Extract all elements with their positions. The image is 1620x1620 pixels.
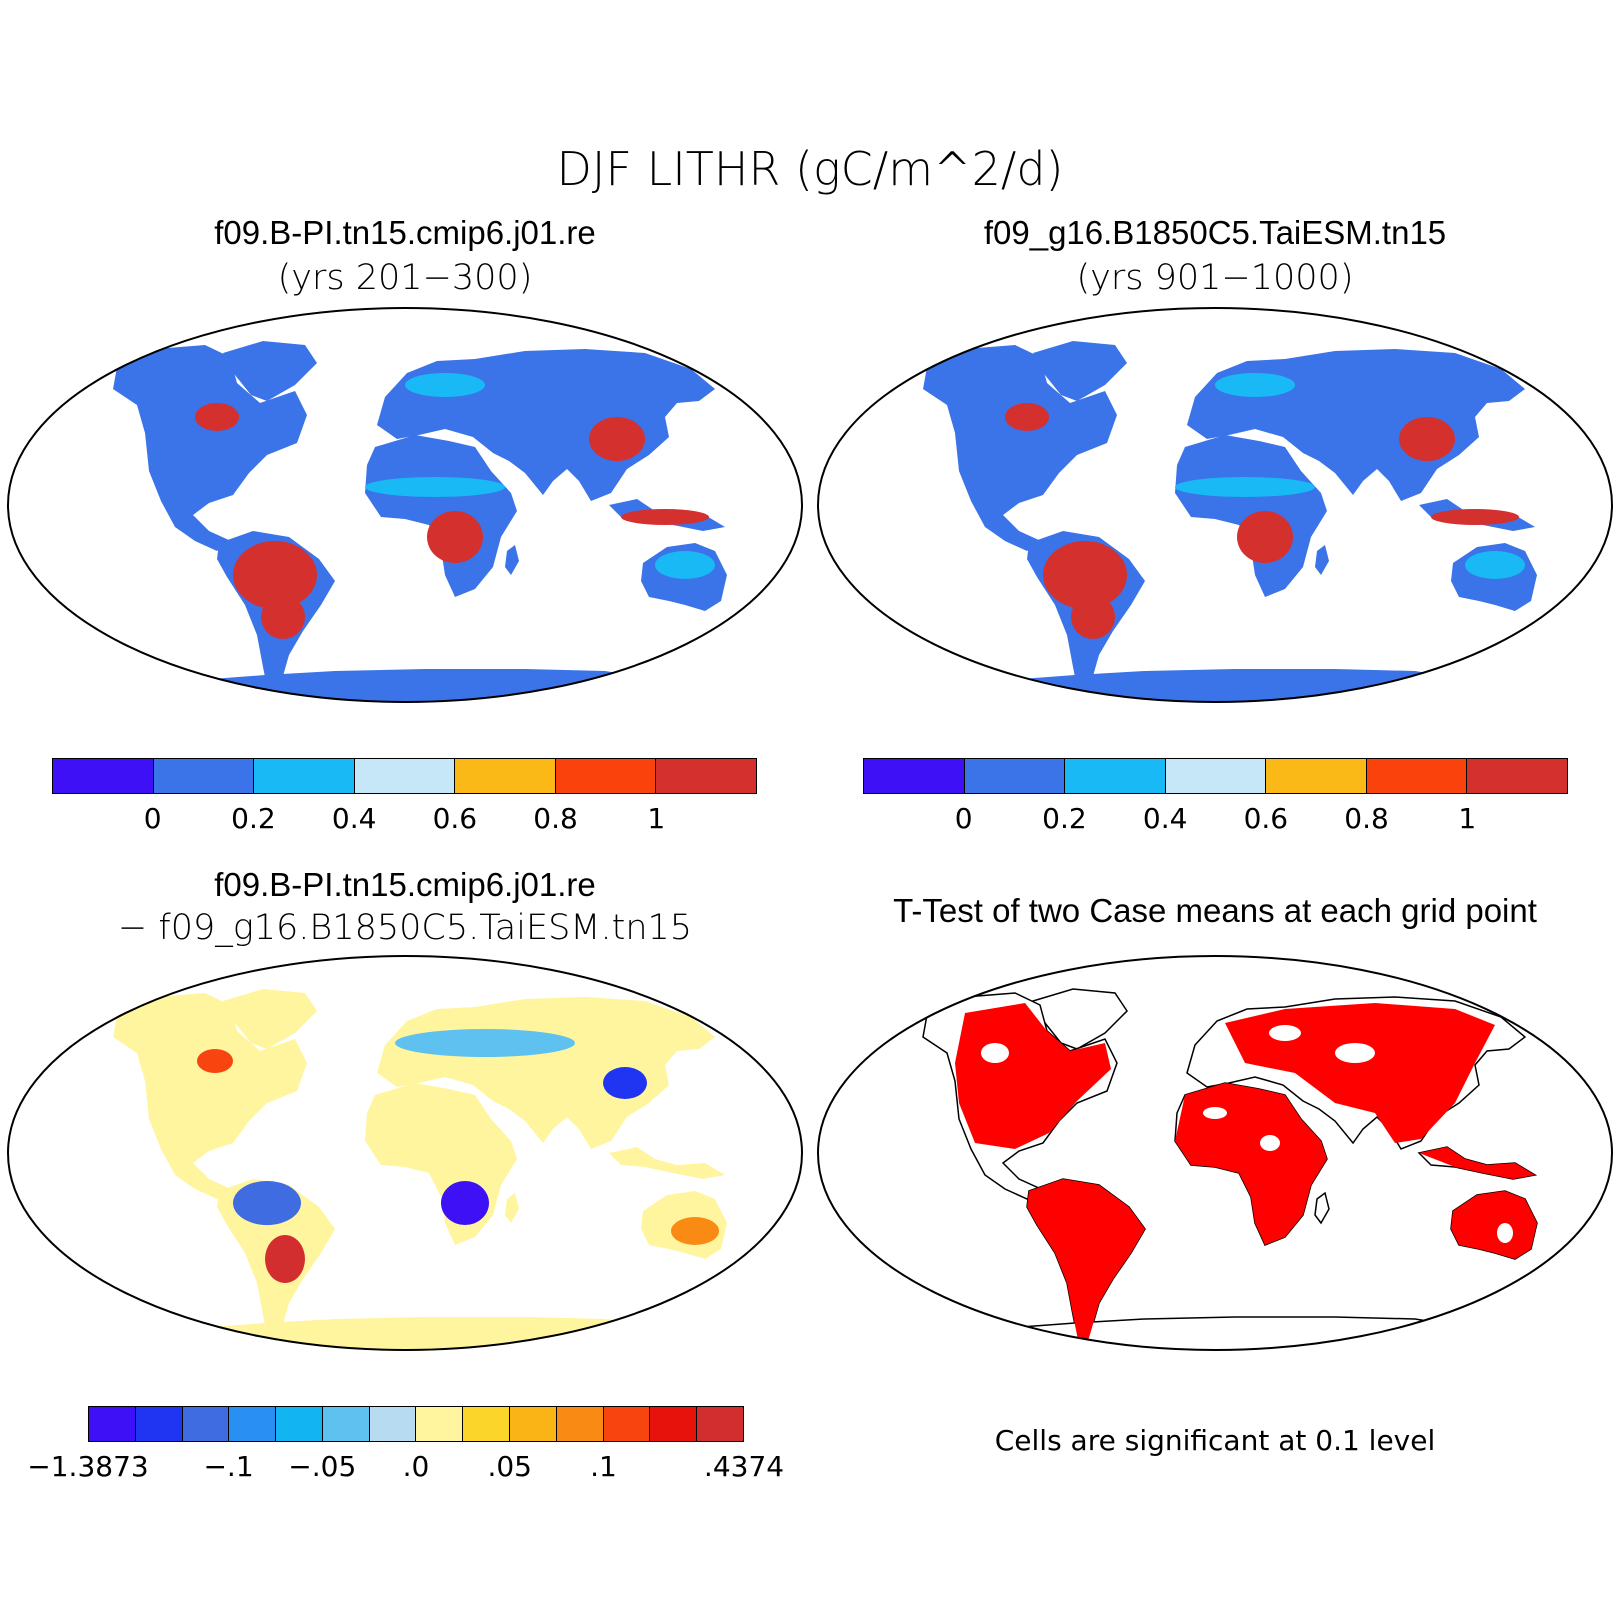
diff-subtitle: − f09_g16.B1850C5.TaiESM.tn15 (117, 908, 693, 948)
colorbar-swatch (53, 759, 154, 793)
colorbar-swatch (1467, 759, 1568, 793)
colorbar-case1 (52, 758, 757, 794)
colorbar-swatch (254, 759, 355, 793)
colorbar-tick-label: .1 (590, 1450, 617, 1483)
colorbar-swatch (89, 1407, 136, 1441)
colorbar-case2 (863, 758, 1568, 794)
colorbar-swatch (964, 759, 1066, 793)
colorbar-tick-label: 0.8 (533, 802, 578, 835)
colorbar-swatch (455, 759, 556, 793)
insignificant-gaps (981, 1025, 1513, 1243)
colorbar-tick-label: −.05 (288, 1450, 357, 1483)
ttest-note: Cells are significant at 0.1 level (994, 1424, 1436, 1457)
colorbar-swatch (182, 1407, 230, 1441)
colorbar-tick-label: 1 (1458, 802, 1477, 835)
colorbar-swatch (369, 1407, 417, 1441)
case2-hotspots (1005, 373, 1525, 639)
colorbar-tick-label: 0.4 (1142, 802, 1188, 835)
colorbar-swatch (510, 1407, 557, 1441)
colorbar-swatch (556, 1407, 604, 1441)
case2-map (817, 307, 1613, 703)
ttest-map (817, 955, 1613, 1351)
colorbar-swatch (697, 1407, 743, 1441)
colorbar-tick-label: 0.4 (331, 802, 377, 835)
colorbar-swatch (603, 1407, 651, 1441)
case2-title: f09_g16.B1850C5.TaiESM.tn15 (983, 214, 1447, 251)
colorbar-swatch (354, 759, 456, 793)
colorbar-swatch (135, 1407, 183, 1441)
colorbar-tick-label: 1 (647, 802, 666, 835)
ttest-title: T-Test of two Case means at each grid po… (893, 892, 1537, 929)
colorbar-tick-label: 0 (143, 802, 162, 835)
colorbar-swatch (1065, 759, 1166, 793)
colorbar-tick-label: −.1 (203, 1450, 254, 1483)
colorbar-swatch (656, 759, 757, 793)
colorbar-swatch (555, 759, 657, 793)
colorbar-tick-label: 0.8 (1344, 802, 1389, 835)
case1-hotspots (195, 373, 715, 639)
colorbar-tick-label: 0.2 (1042, 802, 1087, 835)
colorbar-tick-label: 0.6 (1243, 802, 1289, 835)
colorbar-tick-label: .4374 (703, 1450, 785, 1483)
colorbar-tick-label: .0 (402, 1450, 430, 1483)
colorbar-tick-label: 0.6 (432, 802, 478, 835)
colorbar-swatch (416, 1407, 464, 1441)
colorbar-tick-label: .05 (487, 1450, 532, 1483)
colorbar-diff (88, 1406, 744, 1442)
colorbar-swatch (153, 759, 255, 793)
colorbar-swatch (229, 1407, 277, 1441)
case1-title: f09.B-PI.tn15.cmip6.j01.re (214, 214, 596, 251)
case1-subtitle: (yrs 201−300) (277, 258, 533, 298)
colorbar-tick-label: −1.3873 (27, 1450, 149, 1483)
colorbar-swatch (1366, 759, 1468, 793)
colorbar-swatch (864, 759, 965, 793)
colorbar-swatch (276, 1407, 323, 1441)
figure-title: DJF LITHR (gC/m^2/d) (556, 142, 1064, 196)
colorbar-swatch (1266, 759, 1367, 793)
colorbar-swatch (1165, 759, 1267, 793)
colorbar-tick-label: 0.2 (231, 802, 276, 835)
diff-anomalies (197, 1029, 719, 1283)
diff-map (7, 955, 803, 1351)
diff-title: f09.B-PI.tn15.cmip6.j01.re (214, 866, 596, 903)
case2-subtitle: (yrs 901−1000) (1076, 258, 1354, 298)
case1-map (7, 307, 803, 703)
colorbar-swatch (650, 1407, 698, 1441)
colorbar-tick-label: 0 (954, 802, 973, 835)
colorbar-swatch (322, 1407, 370, 1441)
significant-cells (955, 1003, 1537, 1350)
colorbar-swatch (463, 1407, 511, 1441)
